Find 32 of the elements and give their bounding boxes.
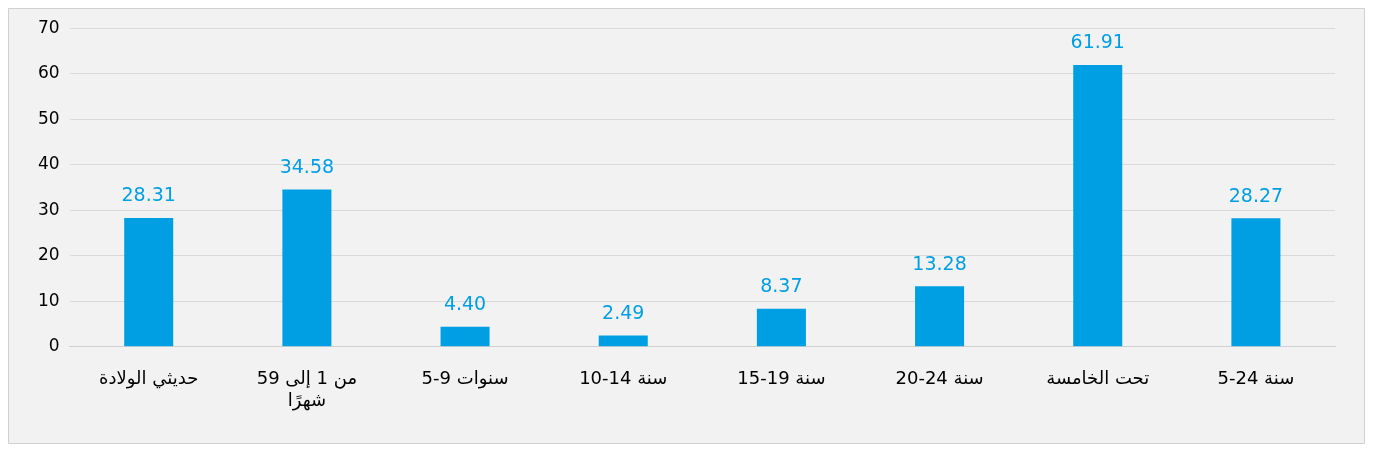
bar bbox=[756, 308, 806, 347]
data-label: 28.27 bbox=[1228, 183, 1284, 206]
bar bbox=[124, 217, 174, 347]
y-tick-label: 40 bbox=[37, 153, 60, 174]
x-tick-label: 5-24 سنة bbox=[1217, 367, 1295, 389]
bar bbox=[1231, 218, 1281, 347]
x-tick-label: 5-9 سنوات bbox=[421, 367, 509, 390]
data-label: 2.49 bbox=[602, 300, 645, 323]
bar bbox=[915, 286, 965, 347]
bar bbox=[598, 335, 648, 347]
bar bbox=[1073, 65, 1123, 347]
data-label: 28.31 bbox=[121, 183, 176, 206]
x-tick-label: حديثي الولادة bbox=[99, 367, 199, 390]
data-label: 34.58 bbox=[279, 154, 335, 177]
data-label: 4.40 bbox=[443, 292, 487, 315]
x-tick-label: 20-24 سنة bbox=[895, 367, 984, 389]
y-tick-label: 10 bbox=[37, 289, 60, 310]
y-tick-label: 60 bbox=[37, 62, 60, 83]
x-tick-label: 10-14 سنة bbox=[579, 367, 668, 389]
bar bbox=[440, 326, 490, 347]
y-tick-label: 0 bbox=[48, 335, 60, 356]
x-tick-label: تحت الخامسة bbox=[1046, 367, 1150, 389]
y-tick-label: 30 bbox=[37, 198, 60, 219]
y-tick-label: 70 bbox=[37, 16, 60, 37]
data-label: 61.91 bbox=[1070, 30, 1125, 53]
bar bbox=[282, 189, 332, 347]
y-tick-label: 50 bbox=[37, 107, 60, 128]
data-label: 13.28 bbox=[912, 251, 967, 274]
x-tick-label: 15-19 سنة bbox=[737, 367, 826, 389]
data-label: 8.37 bbox=[760, 274, 803, 297]
x-tick-label: من 1 إلى 59 شهرًا bbox=[256, 367, 358, 411]
y-tick-label: 20 bbox=[37, 244, 60, 265]
